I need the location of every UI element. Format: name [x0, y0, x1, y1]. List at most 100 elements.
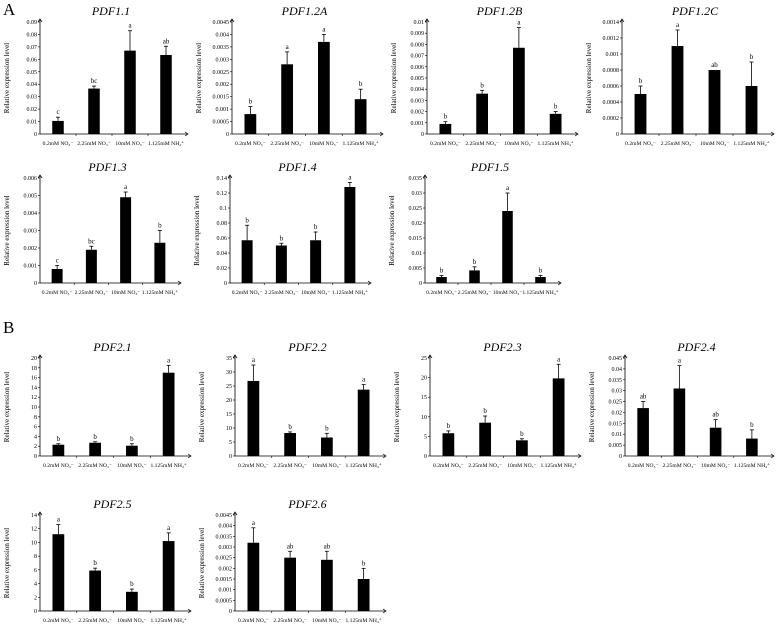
bar: [442, 433, 455, 456]
chart-svg: Relative expression level 0 0.01 0.02 0.03 0.…: [3, 18, 189, 147]
bar: [154, 242, 166, 283]
y-tick-label: 0: [229, 454, 232, 460]
y-tick-label: 18: [31, 366, 37, 372]
y-tick-label: 0.006: [24, 176, 38, 182]
significance-letter: b: [480, 81, 484, 89]
significance-letter: b: [483, 407, 487, 415]
chart-svg: Relative expression level 0 0.0002 0.0004 0.…: [585, 18, 775, 147]
y-tick-label: 0.08: [217, 221, 228, 227]
y-tick-label: 35: [226, 356, 232, 362]
chart-panel: PDF2.6 Relative expression level 0 0.0005 0.…: [195, 497, 390, 633]
chart-panel: PDF1.1 Relative expression level 0 0.01 0.02…: [0, 4, 192, 156]
y-tick-label: 0.002: [24, 246, 38, 252]
y-axis-arrow: [232, 511, 238, 516]
y-tick-label: 0.0015: [213, 95, 230, 101]
x-tick-label: 10mM NO₃⁻: [301, 290, 330, 296]
y-axis-label: Relative expression level: [198, 528, 206, 598]
y-tick-label: 0.003: [24, 229, 38, 235]
bar: [51, 269, 63, 283]
y-axis-label: Relative expression level: [390, 43, 398, 113]
x-tick-label: 2.25mM NO₃⁻: [663, 463, 697, 469]
bar: [634, 94, 647, 134]
y-tick-label: 0.03: [412, 191, 423, 197]
y-tick-label: 0.003: [219, 545, 233, 551]
y-tick-label: 0.009: [411, 31, 425, 37]
x-tick-label: 10mM NO₃⁻: [309, 141, 338, 147]
x-tick-label: 10mM NO₃⁻: [493, 290, 522, 296]
bar: [357, 389, 370, 456]
y-tick-label: 0: [34, 609, 37, 615]
y-tick-label: 5: [424, 434, 427, 440]
bar: [162, 372, 175, 456]
chart-svg: Relative expression level 0 0.001 0.002 0.00…: [390, 18, 579, 147]
significance-letter: ab: [640, 393, 647, 401]
bar: [52, 120, 64, 134]
y-axis-arrow: [227, 174, 233, 179]
y-tick-label: 0.004: [219, 524, 233, 530]
bar: [515, 440, 528, 456]
bar: [160, 54, 172, 134]
significance-letter: bc: [91, 77, 98, 85]
y-tick-label: 0.001: [216, 107, 230, 113]
y-tick-label: 0.01: [612, 432, 623, 438]
bar: [275, 245, 287, 283]
y-tick-label: 0.0025: [216, 556, 233, 562]
bar: [162, 541, 175, 611]
bar: [120, 197, 132, 283]
significance-letter: a: [124, 183, 128, 191]
bar: [52, 444, 65, 456]
bar: [247, 542, 260, 611]
bar: [320, 559, 333, 611]
significance-letter: b: [359, 80, 363, 88]
y-tick-label: 0.045: [609, 356, 623, 362]
significance-letter: b: [288, 423, 292, 431]
significance-letter: ab: [163, 37, 170, 45]
y-tick-label: 0.05: [27, 70, 38, 76]
significance-letter: b: [520, 430, 524, 438]
y-axis-arrow: [424, 18, 430, 23]
y-axis-label: Relative expression level: [585, 43, 593, 113]
y-tick-label: 0.001: [411, 121, 425, 127]
chart-svg: Relative expression level 0 5 10 15 20 25 30 35 a…: [198, 354, 387, 469]
significance-letter: a: [678, 357, 682, 365]
bar: [241, 240, 253, 283]
y-axis-label: Relative expression level: [198, 372, 206, 442]
y-tick-label: 30: [226, 370, 232, 376]
y-tick-label: 0.004: [411, 87, 425, 93]
significance-letter: b: [444, 113, 448, 121]
bar: [284, 557, 297, 611]
chart-panel: PDF2.4 Relative expression level 0 0.005 0.0…: [585, 340, 778, 478]
y-tick-label: 15: [226, 412, 232, 418]
y-tick-label: 0: [619, 454, 622, 460]
y-tick-label: 15: [421, 395, 427, 401]
x-tick-label: 1.125mM NH₄⁺: [540, 462, 576, 469]
x-tick-label: 0.2mM NO₃⁻: [433, 463, 464, 469]
chart-panel: PDF1.2C Relative expression level 0 0.0002 0…: [582, 4, 778, 156]
y-tick-label: 0.004: [24, 211, 38, 217]
y-tick-label: 0.09: [27, 20, 38, 26]
y-tick-label: 0.08: [27, 32, 38, 38]
y-tick-label: 25: [421, 356, 427, 362]
bar: [746, 438, 758, 456]
chart-svg: Relative expression level 0 2 4 6 8 10 12 14 a 0.2…: [3, 511, 192, 624]
y-tick-label: 0.005: [409, 266, 423, 272]
y-axis-label: Relative expression level: [393, 372, 401, 442]
chart-title: PDF2.1: [93, 340, 132, 354]
chart-panel: PDF1.2A Relative expression level 0 0.0005 0…: [192, 4, 387, 156]
x-tick-label: 10mM NO₃⁻: [117, 618, 146, 624]
y-tick-label: 6: [34, 425, 37, 431]
y-tick-label: 0.06: [217, 236, 228, 242]
y-tick-label: 0.0015: [216, 577, 233, 583]
bar: [247, 380, 260, 456]
significance-letter: a: [676, 21, 680, 29]
significance-letter: ab: [324, 542, 331, 550]
significance-letter: c: [56, 108, 59, 116]
y-tick-label: 0: [419, 281, 422, 287]
chart-title: PDF2.3: [483, 340, 522, 354]
significance-letter: b: [539, 267, 543, 275]
significance-letter: a: [286, 43, 290, 51]
bar: [125, 445, 138, 456]
bar: [673, 388, 686, 456]
bar: [709, 427, 722, 456]
bar: [125, 591, 138, 611]
